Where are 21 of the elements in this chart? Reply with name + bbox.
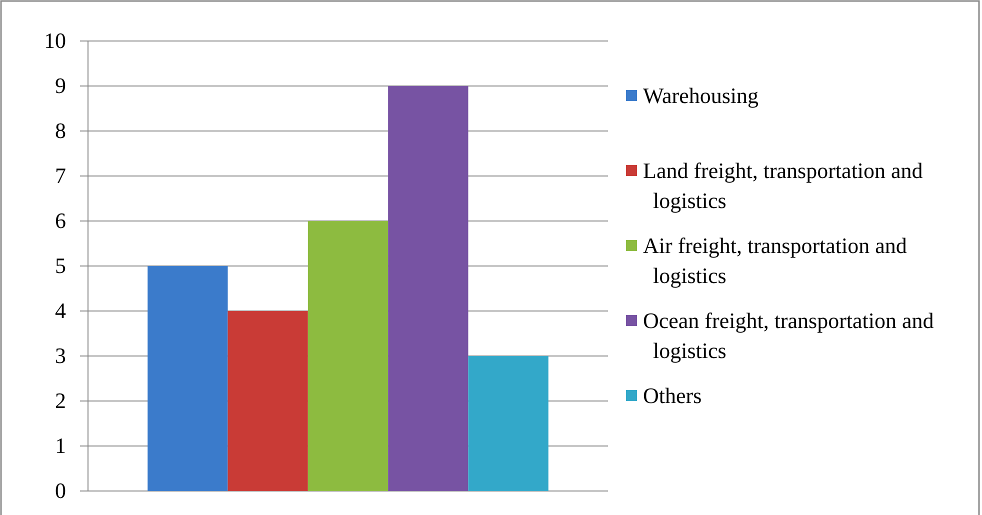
bar: [468, 356, 548, 491]
y-tick-label: 8: [55, 118, 66, 144]
y-tick-label: 1: [55, 433, 66, 458]
legend-label: Ocean freight, transportation and logistics: [643, 308, 934, 363]
y-tick-label: 6: [55, 208, 66, 234]
legend-label: Warehousing: [643, 83, 759, 108]
bar: [388, 86, 468, 491]
bar: [228, 311, 308, 491]
y-tick-label: 2: [55, 388, 66, 414]
y-tick-label: 10: [44, 28, 66, 54]
y-tick-label: 9: [55, 73, 66, 98]
bar: [308, 221, 388, 491]
bar: [148, 266, 228, 491]
y-tick-label: 4: [55, 298, 66, 324]
legend-label: Air freight, transportation and logistics: [643, 233, 907, 288]
y-tick-label: 3: [55, 343, 66, 368]
legend-label: Land freight, transportation and logistics: [643, 158, 923, 213]
y-tick-label: 5: [55, 253, 66, 278]
y-tick-label: 7: [55, 163, 66, 188]
y-tick-label: 0: [55, 478, 66, 504]
legend-label: Others: [643, 383, 702, 408]
